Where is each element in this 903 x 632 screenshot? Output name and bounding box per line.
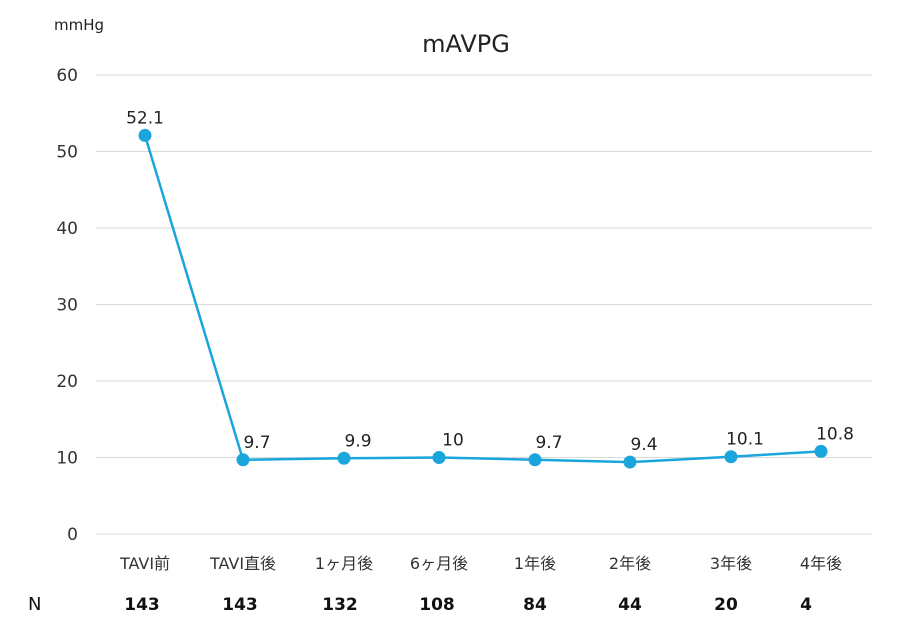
y-axis-unit-label: mmHg bbox=[54, 16, 104, 34]
x-tick-label: TAVI前 bbox=[119, 554, 170, 573]
data-label: 9.4 bbox=[630, 435, 657, 455]
x-tick-label: 4年後 bbox=[800, 554, 842, 573]
x-tick-label: 1年後 bbox=[514, 554, 556, 573]
y-tick-label: 60 bbox=[56, 66, 78, 86]
x-tick-label: 2年後 bbox=[609, 554, 651, 573]
data-point bbox=[528, 453, 542, 467]
n-count: 4 bbox=[800, 595, 812, 615]
n-row-label: N bbox=[28, 594, 41, 615]
y-tick-label: 40 bbox=[56, 219, 78, 239]
chart-title: mAVPG bbox=[422, 30, 510, 58]
data-label: 10.1 bbox=[726, 430, 764, 450]
data-point bbox=[432, 451, 446, 464]
n-count: 108 bbox=[419, 595, 455, 615]
series-line bbox=[143, 135, 822, 464]
n-count: 20 bbox=[714, 595, 738, 615]
data-point bbox=[138, 128, 152, 142]
y-tick-label: 10 bbox=[56, 449, 78, 469]
data-label: 9.7 bbox=[535, 433, 562, 453]
y-tick-label: 50 bbox=[56, 143, 78, 163]
data-label: 52.1 bbox=[126, 108, 164, 128]
n-count: 143 bbox=[222, 595, 258, 615]
x-tick-label: TAVI直後 bbox=[209, 554, 276, 573]
x-tick-label: 1ヶ月後 bbox=[315, 554, 373, 573]
data-point bbox=[724, 450, 738, 464]
data-point bbox=[236, 453, 250, 467]
n-count: 84 bbox=[523, 595, 547, 615]
data-label: 9.7 bbox=[243, 433, 270, 453]
data-label: 10.8 bbox=[816, 424, 854, 444]
x-tick-label: 6ヶ月後 bbox=[410, 554, 468, 573]
y-tick-label: 0 bbox=[67, 525, 78, 545]
n-count: 44 bbox=[618, 595, 642, 615]
data-point bbox=[337, 451, 351, 465]
data-point bbox=[814, 444, 828, 458]
data-label: 10 bbox=[442, 431, 464, 451]
n-count: 143 bbox=[124, 595, 160, 615]
y-tick-label: 20 bbox=[56, 372, 78, 392]
data-label: 9.9 bbox=[344, 431, 371, 451]
n-count: 132 bbox=[322, 595, 358, 615]
data-point bbox=[623, 455, 637, 469]
x-tick-label: 3年後 bbox=[710, 554, 752, 573]
y-tick-label: 30 bbox=[56, 296, 78, 316]
